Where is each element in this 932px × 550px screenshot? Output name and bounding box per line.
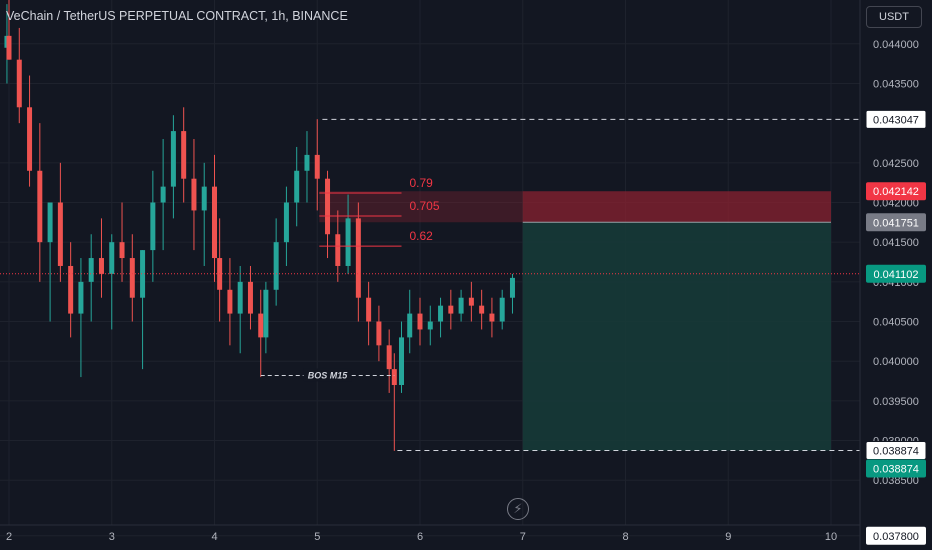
price-label-text: 0.041751 xyxy=(873,217,919,229)
price-label-badge xyxy=(866,182,926,201)
candle-body xyxy=(325,178,331,235)
candle-body xyxy=(417,313,423,330)
candle-body xyxy=(57,202,63,266)
price-axis-tick: 0.039500 xyxy=(873,396,919,408)
candle-body xyxy=(16,59,22,108)
chart-title: VeChain / TetherUS PERPETUAL CONTRACT, 1… xyxy=(6,9,348,23)
fib-level-label: 0.79 xyxy=(410,176,434,190)
candle-body xyxy=(237,281,243,314)
candle-body xyxy=(448,305,454,314)
candle-body xyxy=(499,297,505,322)
price-axis-tick: 0.040000 xyxy=(873,356,919,368)
candle-body xyxy=(294,170,300,203)
time-axis-tick: 10 xyxy=(825,531,837,543)
price-label-text: 0.038874 xyxy=(873,446,919,458)
candle-body xyxy=(468,297,474,306)
time-axis-tick: 6 xyxy=(417,531,423,543)
candle-body xyxy=(160,186,166,203)
candle-body xyxy=(391,369,397,385)
candle-body xyxy=(458,297,464,314)
fib-level-label: 0.62 xyxy=(410,229,434,243)
fib-level-label: 0.705 xyxy=(410,199,440,213)
candle-body xyxy=(479,305,485,314)
candle-body xyxy=(427,321,433,330)
candle-body xyxy=(247,281,253,314)
price-label-text: 0.043047 xyxy=(873,114,919,126)
candle-body xyxy=(273,242,279,290)
candle-body xyxy=(27,107,33,171)
candle-body xyxy=(283,202,289,243)
candle-body xyxy=(366,297,372,322)
candle-body xyxy=(88,258,94,282)
candle-body xyxy=(263,289,269,338)
price-label-badge xyxy=(866,264,926,283)
time-axis-tick: 2 xyxy=(6,531,12,543)
stop-zone-left xyxy=(319,191,523,223)
price-axis-tick: 0.038500 xyxy=(873,475,919,487)
candle-body xyxy=(258,313,264,338)
candle-body xyxy=(191,178,197,211)
price-axis-tick: 0.037800 xyxy=(873,531,919,543)
price-label-badge xyxy=(866,213,926,232)
time-axis-tick: 4 xyxy=(211,531,217,543)
bos-label-bg xyxy=(303,368,352,382)
bos-label: BOS M15 xyxy=(308,370,349,380)
price-axis-tick: 0.040500 xyxy=(873,317,919,329)
price-label-text: 0.041102 xyxy=(873,269,918,281)
candle-body xyxy=(129,258,135,298)
candle-body xyxy=(345,218,351,266)
price-label-text: 0.042142 xyxy=(873,186,919,198)
price-axis-tick: 0.042500 xyxy=(873,158,919,170)
candle-body xyxy=(399,337,405,385)
stop-loss-zone xyxy=(522,191,831,223)
price-label-text: 0.038874 xyxy=(873,464,919,476)
time-axis-tick: 3 xyxy=(109,531,115,543)
take-profit-zone xyxy=(522,222,831,451)
lightning-icon[interactable]: ⚡︎ xyxy=(507,498,529,520)
price-axis-tick: 0.041500 xyxy=(873,237,919,249)
candle-body xyxy=(201,186,207,211)
candle-body xyxy=(509,277,515,298)
time-axis-tick: 5 xyxy=(314,531,320,543)
candle-body xyxy=(386,345,392,370)
candle-body xyxy=(355,218,361,298)
candle-body xyxy=(140,250,146,298)
candle-body xyxy=(119,242,125,259)
candle-body xyxy=(376,321,382,346)
currency-button[interactable]: USDT xyxy=(866,6,922,28)
candle-body xyxy=(489,313,495,322)
candle-body xyxy=(68,265,74,314)
candle-body xyxy=(37,170,43,243)
price-axis-tick: 0.043500 xyxy=(873,78,919,90)
candle-body xyxy=(170,131,176,187)
candle-body xyxy=(438,305,444,322)
candle-body xyxy=(314,154,320,179)
time-axis-tick: 9 xyxy=(725,531,731,543)
candle-body xyxy=(109,242,115,274)
candle-body xyxy=(304,154,310,171)
candle-body xyxy=(98,258,104,274)
candle-body xyxy=(227,289,233,314)
price-axis-tick: 0.044000 xyxy=(873,39,919,51)
candle-body xyxy=(47,202,53,243)
time-axis-tick: 8 xyxy=(622,531,628,543)
price-label-badge xyxy=(865,109,927,129)
candle-body xyxy=(212,186,217,259)
candle-body xyxy=(181,131,187,179)
candle-body xyxy=(335,234,341,266)
candle-body xyxy=(78,281,84,314)
price-label-badge xyxy=(866,459,926,478)
candle-body xyxy=(407,313,413,338)
price-axis-tick: 0.042000 xyxy=(873,198,919,210)
price-axis-bottom-box xyxy=(866,526,926,545)
time-axis-tick: 7 xyxy=(520,531,526,543)
candle-body xyxy=(150,202,156,251)
candle-body xyxy=(6,35,12,60)
